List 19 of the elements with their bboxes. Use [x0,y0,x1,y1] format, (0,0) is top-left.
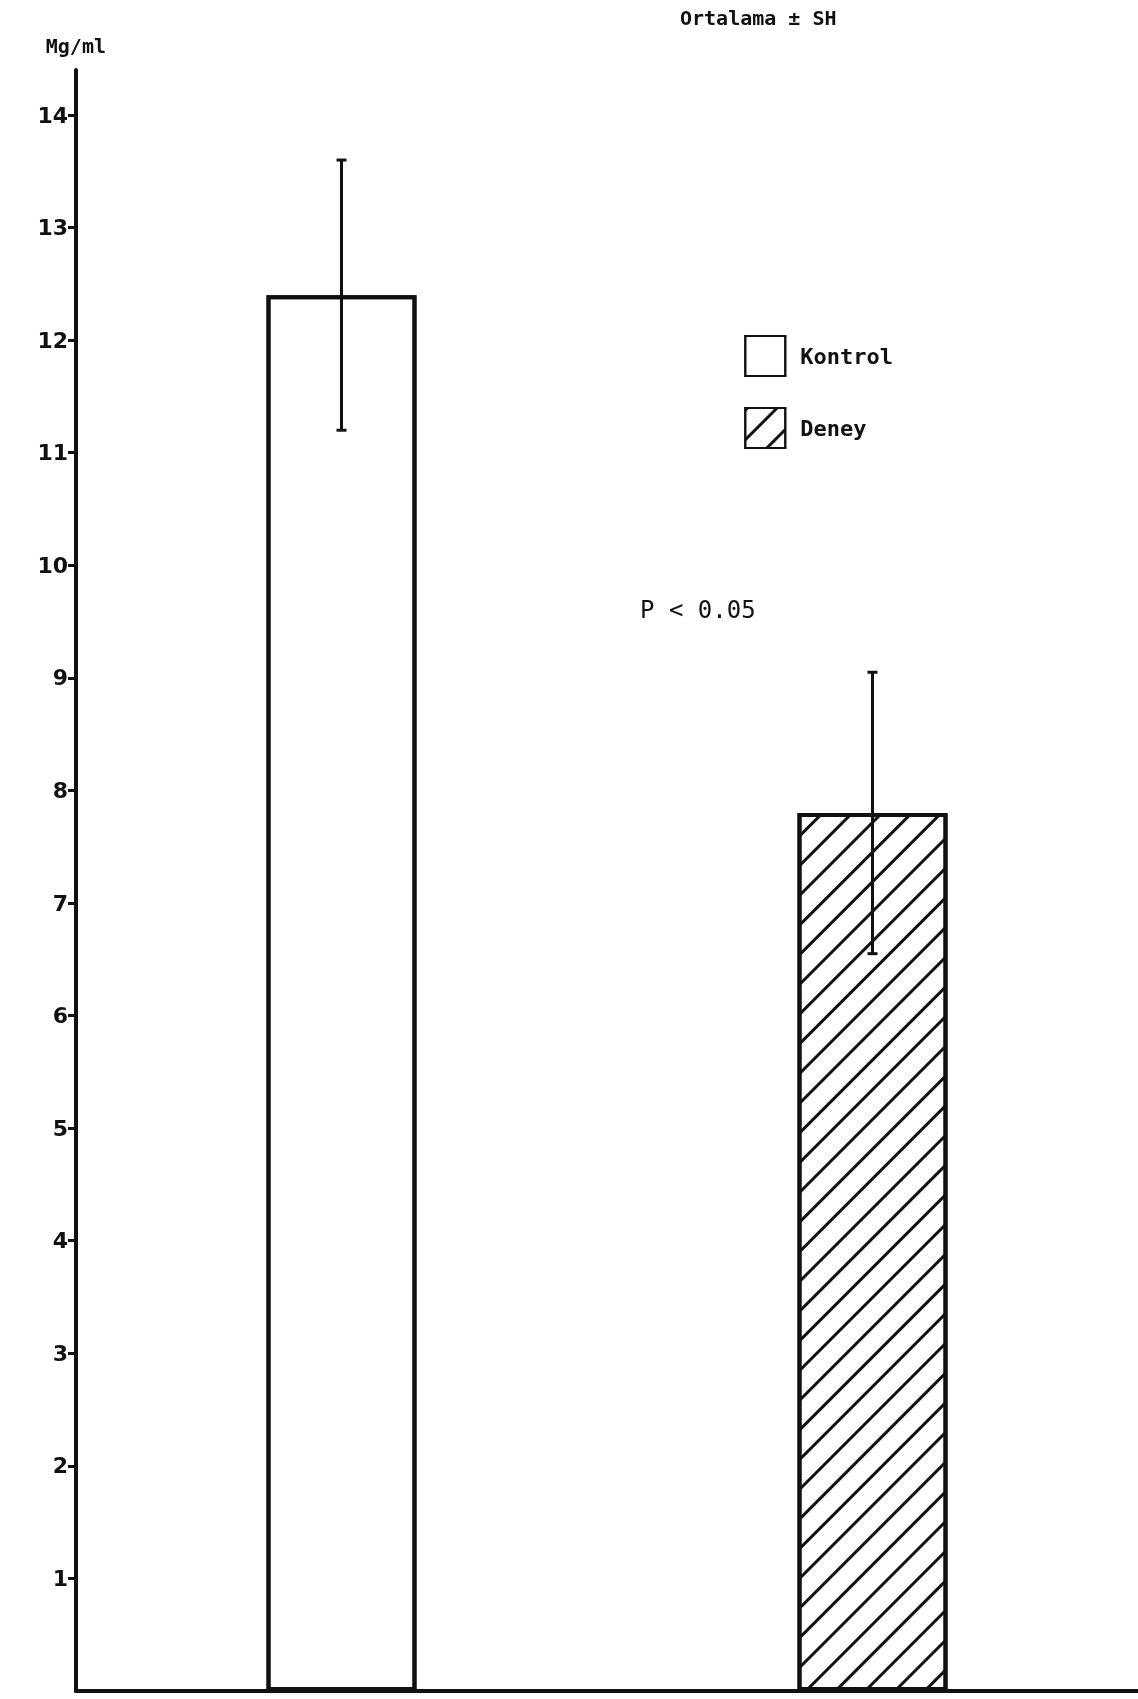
y-tick-label: 2 [52,1453,68,1479]
annotation: P < 0.05 [640,596,756,624]
y-tick-label: 4 [52,1228,68,1254]
y-axis-title: Mg/ml [45,34,106,58]
y-tick-label: 13 [37,215,68,241]
y-tick-label: 3 [52,1340,68,1366]
y-tick-label: 12 [37,327,68,353]
y-tick-label: 6 [52,1003,68,1029]
legend-label: Deney [800,415,867,441]
y-tick-label: 8 [52,777,68,803]
y-tick-label: 5 [52,1115,68,1141]
y-tick-label: 7 [52,890,68,916]
text: Ortalama ± SH [680,6,837,30]
y-tick-label: 11 [37,440,68,466]
y-tick-label: 10 [37,552,68,578]
y-tick-label: 9 [52,665,68,691]
legend-label: Kontrol [800,343,893,369]
y-tick-label: 1 [52,1565,68,1591]
y-tick-label: 14 [37,102,68,128]
